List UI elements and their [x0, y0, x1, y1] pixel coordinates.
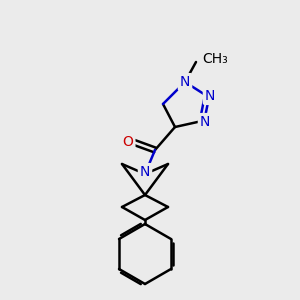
Text: CH₃: CH₃	[202, 52, 228, 66]
Text: N: N	[200, 115, 210, 129]
Text: N: N	[140, 165, 150, 179]
Text: N: N	[180, 75, 190, 89]
Text: N: N	[205, 89, 215, 103]
Text: O: O	[123, 135, 134, 149]
